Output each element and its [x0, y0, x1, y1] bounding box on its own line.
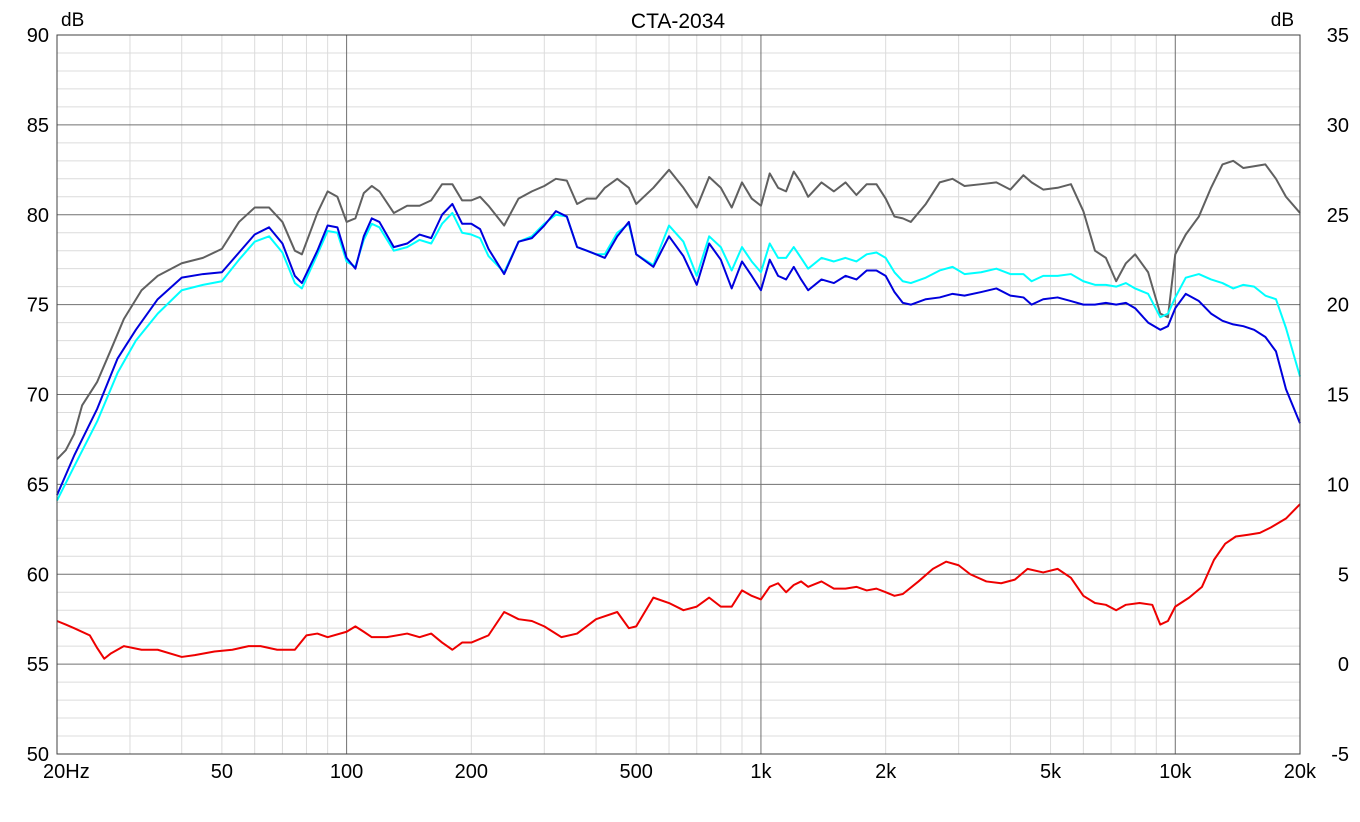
right-axis-unit: dB [1271, 10, 1294, 31]
chart-title: CTA-2034 [631, 10, 725, 33]
y-left-tick-label: 80 [27, 205, 49, 227]
y-right-tick-label: 15 [1327, 385, 1349, 407]
x-tick-label: 1k [750, 761, 772, 783]
y-left-tick-label: 65 [27, 474, 49, 496]
series-line-3 [56, 202, 1301, 496]
x-tick-label: 5k [1040, 761, 1062, 783]
x-tick-label: 20k [1284, 761, 1317, 783]
x-tick-label: 20Hz [43, 761, 90, 783]
x-tick-label: 100 [330, 761, 363, 783]
series-line-4 [56, 503, 1301, 660]
x-tick-label: 2k [875, 761, 897, 783]
y-right-tick-label: 5 [1338, 564, 1349, 586]
y-right-tick-label: 25 [1327, 205, 1349, 227]
y-right-tick-label: 0 [1338, 654, 1349, 676]
series-line-2 [56, 211, 1301, 501]
y-left-tick-label: 50 [27, 744, 49, 766]
series-line-1 [56, 159, 1301, 460]
y-right-tick-label: 30 [1327, 115, 1349, 137]
y-left-tick-label: 85 [27, 115, 49, 137]
y-right-tick-label: -5 [1331, 744, 1349, 766]
x-tick-label: 500 [620, 761, 653, 783]
plot-frame [56, 34, 1301, 755]
x-tick-label: 10k [1159, 761, 1192, 783]
y-right-tick-label: 35 [1327, 25, 1349, 47]
y-left-tick-label: 90 [27, 25, 49, 47]
x-tick-label: 200 [455, 761, 488, 783]
y-left-tick-label: 70 [27, 385, 49, 407]
y-right-tick-label: 10 [1327, 474, 1349, 496]
y-right-tick-label: 20 [1327, 295, 1349, 317]
series-layer [56, 159, 1301, 660]
left-axis-unit: dB [61, 10, 84, 31]
y-left-tick-label: 55 [27, 654, 49, 676]
y-left-tick-label: 75 [27, 295, 49, 317]
tick-labels: 20Hz 50 100 200 500 1k 2k 5k 10k 20k5055606570758… [27, 25, 1349, 783]
y-left-tick-label: 60 [27, 564, 49, 586]
x-tick-label: 50 [211, 761, 233, 783]
